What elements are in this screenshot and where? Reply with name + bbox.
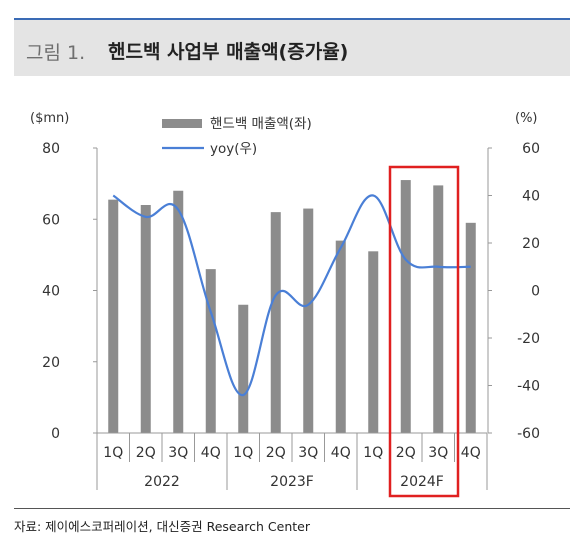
bar — [140, 205, 151, 433]
source-note: 자료: 제이에스코퍼레이션, 대신증권 Research Center — [14, 519, 310, 534]
year-label: 2024F — [400, 474, 444, 490]
right-tick-label: -20 — [517, 331, 540, 347]
left-tick-label: 60 — [42, 212, 60, 228]
bar — [238, 304, 249, 433]
legend-bar-swatch — [162, 119, 202, 128]
figure-label: 그림 1. — [26, 42, 86, 64]
right-tick-label: -60 — [517, 426, 540, 442]
figure-header — [14, 20, 570, 76]
quarter-label: 2Q — [396, 445, 416, 461]
legend-bar-label: 핸드백 매출액(좌) — [210, 116, 312, 132]
quarter-label: 4Q — [461, 445, 481, 461]
left-tick-label: 80 — [42, 141, 60, 157]
bar — [368, 251, 379, 433]
right-axis-unit: (%) — [515, 111, 538, 126]
right-tick-label: 0 — [531, 284, 540, 300]
left-tick-label: 20 — [42, 355, 60, 371]
quarter-label: 1Q — [103, 445, 123, 461]
right-tick-label: 40 — [522, 189, 540, 205]
yoy-line — [112, 194, 471, 397]
header-top-rule — [14, 18, 570, 20]
quarter-label: 2Q — [136, 445, 156, 461]
chart: ($mn) 0 20 40 60 80 (%) -60 -40 -20 0 20 40 60 1Q 2Q 3… — [30, 111, 540, 498]
quarter-label: 2Q — [266, 445, 286, 461]
quarter-label: 4Q — [201, 445, 221, 461]
left-tick-label: 0 — [51, 426, 60, 442]
quarter-label: 3Q — [168, 445, 188, 461]
right-tick-label: -40 — [517, 379, 540, 395]
highlight-box — [388, 165, 460, 498]
right-tick-label: 20 — [522, 236, 540, 252]
quarter-label: 1Q — [363, 445, 383, 461]
quarter-label: 3Q — [428, 445, 448, 461]
right-tick-label: 60 — [522, 141, 540, 157]
quarter-label: 3Q — [298, 445, 318, 461]
bar — [400, 180, 411, 433]
left-axis-unit: ($mn) — [30, 111, 69, 126]
left-tick-label: 40 — [42, 284, 60, 300]
bar — [465, 222, 476, 433]
bar — [303, 208, 314, 433]
year-label: 2022 — [144, 474, 180, 490]
quarter-label: 1Q — [233, 445, 253, 461]
bar — [205, 269, 216, 433]
bar — [335, 240, 346, 433]
bar — [108, 199, 119, 433]
bar — [433, 185, 444, 433]
year-label: 2023F — [270, 474, 314, 490]
bar — [270, 212, 281, 433]
legend-line-label: yoy(우) — [210, 141, 257, 157]
quarter-label: 4Q — [331, 445, 351, 461]
source-rule — [14, 508, 570, 509]
bar — [173, 190, 184, 433]
figure-title: 핸드백 사업부 매출액(증가율) — [108, 41, 349, 63]
